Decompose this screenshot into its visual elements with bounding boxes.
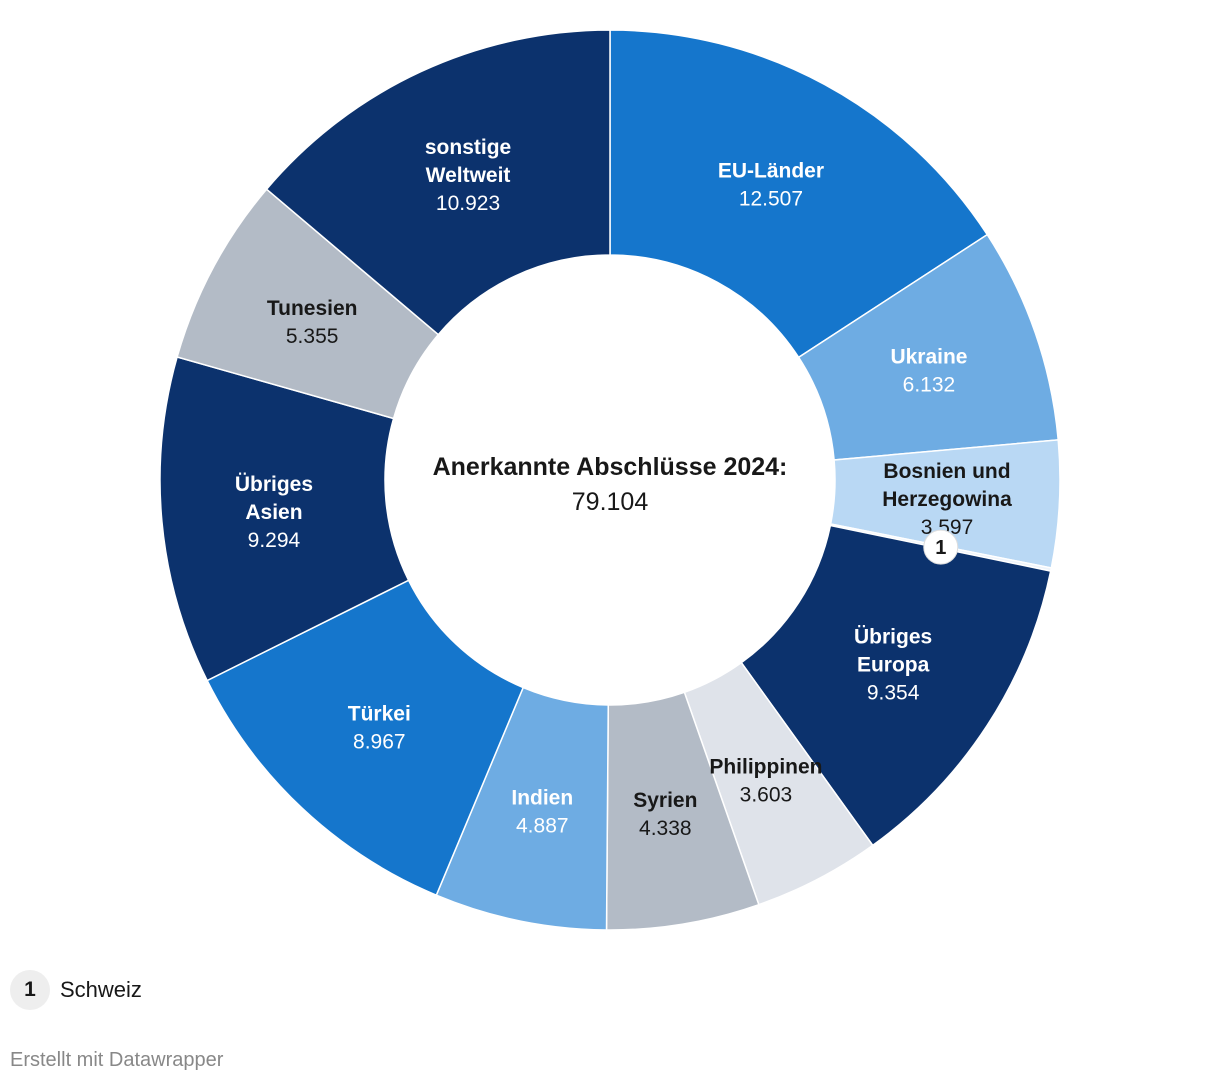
slice-value-label: 4.887 (516, 815, 569, 838)
slice-label: Asien (245, 501, 302, 524)
slice-label: Europa (857, 654, 930, 677)
slice-value-label: 5.355 (286, 325, 339, 348)
slice-label: Herzegowina (882, 488, 1012, 511)
slice-value-label: 3.603 (740, 783, 793, 806)
footnote-legend: 1 Schweiz (10, 970, 142, 1010)
footnote-marker (923, 529, 959, 565)
slice-label: sonstige (425, 136, 511, 159)
slice-value-label: 4.338 (639, 817, 692, 840)
donut-chart: EU-Länder 12.507 Ukraine 6.132 Bosnien und He… (159, 29, 1061, 931)
donut-slices (159, 29, 1061, 931)
slice-value-label: 12.507 (739, 187, 803, 210)
footer-credit: Erstellt mit Datawrapper (10, 1049, 224, 1071)
slice-value-label: 8.967 (353, 730, 406, 753)
slice-value-label: 10.923 (436, 192, 500, 215)
center-total-value: 79.104 (572, 488, 649, 516)
footnote-marker-label: 1 (935, 537, 946, 559)
donut-slice (609, 29, 989, 359)
slice-label: Übriges (235, 473, 313, 496)
slice-label: Bosnien und (883, 460, 1010, 483)
donut-slice (740, 524, 1052, 847)
footnote-label: Schweiz (60, 977, 142, 1002)
slice-labels: EU-Länder 12.507 Ukraine 6.132 Bosnien und He… (235, 136, 1012, 840)
footnote-badge: 1 (10, 970, 50, 1010)
slice-label: Philippinen (709, 755, 822, 778)
slice-label: Indien (511, 787, 573, 810)
donut-slice (159, 356, 410, 682)
slice-label: Tunesien (267, 297, 358, 320)
slice-value-label: 6.132 (903, 374, 956, 397)
slice-label: Syrien (633, 789, 697, 812)
slice-label: Weltweit (426, 164, 511, 187)
center-title: Anerkannte Abschlüsse 2024: (433, 453, 788, 481)
slice-label: Ukraine (890, 346, 967, 369)
slice-label: EU-Länder (718, 159, 824, 182)
donut-slice (206, 579, 525, 897)
donut-slice (265, 29, 611, 336)
slice-value-label: 9.294 (248, 529, 301, 552)
slice-label: Übriges (854, 626, 932, 649)
slice-label: Türkei (348, 702, 411, 725)
slice-value-label: 9.354 (867, 682, 920, 705)
